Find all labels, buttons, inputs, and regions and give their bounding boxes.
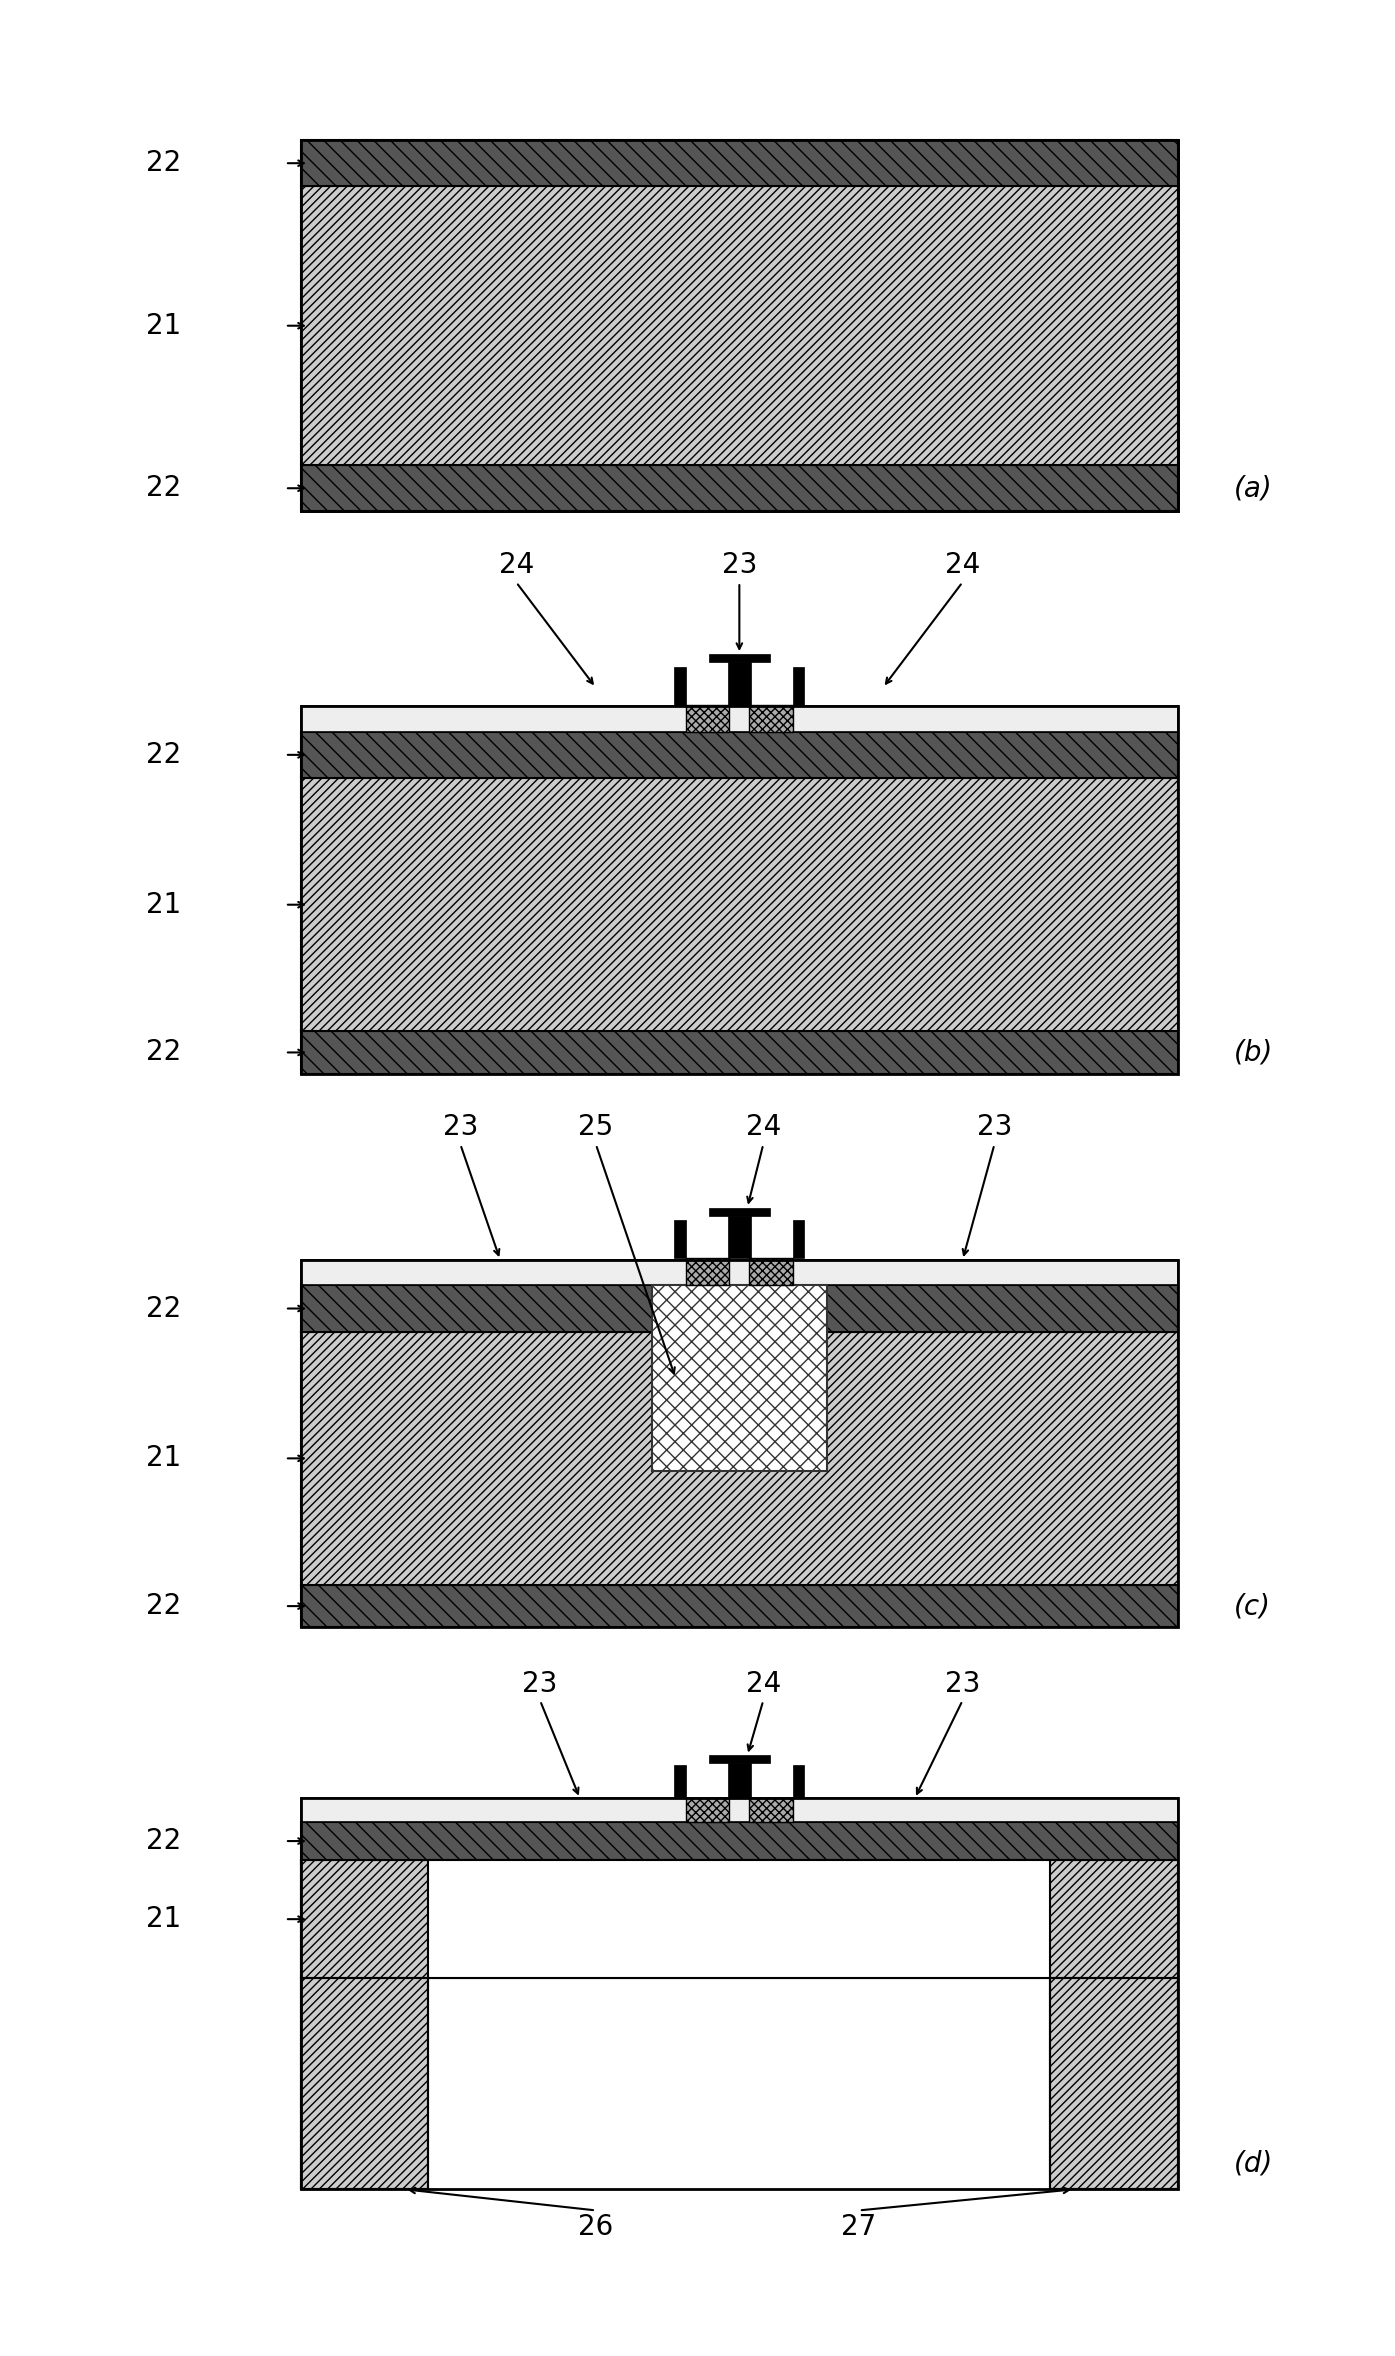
Bar [301, 1331, 1177, 1586]
Text: 23: 23 [721, 551, 757, 580]
Text: 24: 24 [746, 1114, 781, 1140]
Text: 21: 21 [146, 1444, 181, 1472]
Text: 23: 23 [522, 1670, 558, 1699]
Bar [685, 1798, 730, 1821]
Bar [301, 464, 1177, 511]
Bar [728, 1216, 751, 1258]
Text: 27: 27 [841, 2212, 876, 2241]
Bar [709, 655, 770, 662]
Text: (c): (c) [1233, 1593, 1271, 1621]
Bar [301, 777, 1177, 1032]
Text: (a): (a) [1233, 474, 1272, 502]
Bar [301, 1798, 1177, 2189]
Text: 22: 22 [146, 1593, 181, 1621]
Bar [301, 1260, 1177, 1628]
Text: 22: 22 [146, 1039, 181, 1067]
Bar [749, 704, 794, 733]
Text: 24: 24 [746, 1670, 781, 1699]
Text: 22: 22 [146, 474, 181, 502]
Bar [301, 139, 1177, 511]
Bar [651, 1286, 827, 1470]
Bar [301, 1032, 1177, 1074]
Bar [301, 1861, 428, 2189]
Bar [301, 1286, 1177, 1331]
Bar [685, 1258, 730, 1286]
Bar [794, 1765, 805, 1798]
Bar [674, 667, 685, 704]
Bar [1050, 1979, 1177, 2189]
Bar [301, 1798, 1177, 1821]
Bar [301, 139, 1177, 511]
Text: 24: 24 [944, 551, 981, 580]
Bar [728, 662, 751, 704]
Text: 23: 23 [442, 1114, 478, 1140]
Bar [301, 1260, 1177, 1286]
Bar [749, 1258, 794, 1286]
Text: 25: 25 [579, 1114, 614, 1140]
Text: (b): (b) [1233, 1039, 1274, 1067]
Bar [301, 1821, 1177, 1861]
Bar [301, 1586, 1177, 1628]
Text: 26: 26 [579, 2212, 614, 2241]
Bar [709, 1209, 770, 1216]
Text: 21: 21 [146, 1906, 181, 1934]
Text: 23: 23 [944, 1670, 981, 1699]
Bar [301, 707, 1177, 1074]
Text: (d): (d) [1233, 2151, 1274, 2177]
Bar [728, 1762, 751, 1798]
Text: 22: 22 [146, 740, 181, 768]
Bar [794, 1220, 805, 1258]
Bar [674, 1220, 685, 1258]
Bar [301, 1861, 1177, 1979]
Bar [749, 1798, 794, 1821]
Bar [1050, 1861, 1177, 2189]
Bar [301, 186, 1177, 464]
Bar [301, 139, 1177, 186]
Bar [301, 707, 1177, 733]
Bar [301, 733, 1177, 777]
Bar [428, 1861, 1050, 1979]
Text: 21: 21 [146, 891, 181, 919]
Text: 24: 24 [498, 551, 534, 580]
Text: 23: 23 [976, 1114, 1013, 1140]
Bar [685, 704, 730, 733]
Text: 22: 22 [146, 1293, 181, 1322]
Text: 22: 22 [146, 148, 181, 177]
Bar [674, 1765, 685, 1798]
Bar [301, 1979, 428, 2189]
Bar [794, 667, 805, 704]
Text: 22: 22 [146, 1826, 181, 1854]
Text: 21: 21 [146, 311, 181, 339]
Bar [709, 1755, 770, 1762]
